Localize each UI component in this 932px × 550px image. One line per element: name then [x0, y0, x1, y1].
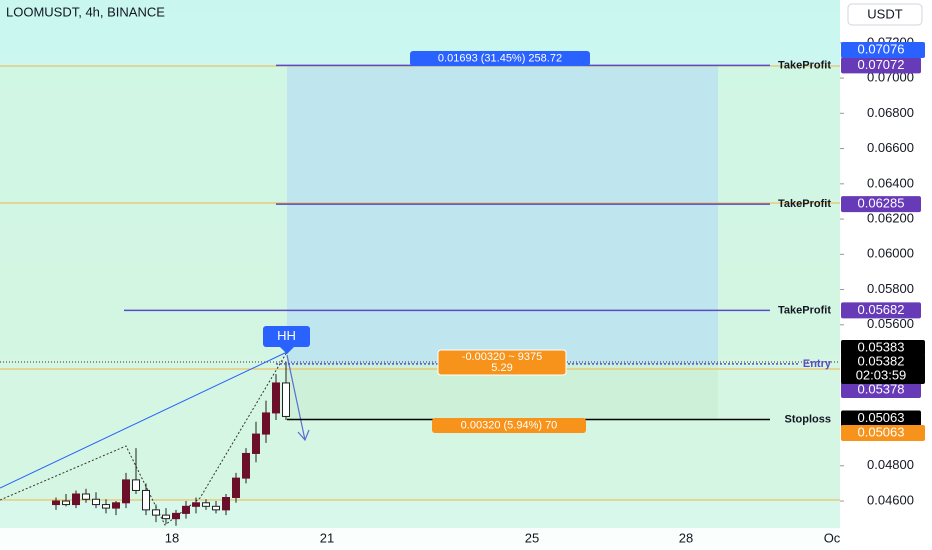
price-badge	[841, 42, 925, 58]
level-badge-text: 0.05063	[858, 410, 905, 425]
trend-line	[0, 351, 288, 489]
level-badge	[841, 302, 921, 319]
candle-body	[242, 452, 250, 479]
candle-body	[102, 504, 110, 509]
level-name: TakeProfit	[778, 304, 831, 316]
arrow-head	[297, 429, 310, 442]
x-tick-label: Oc	[824, 530, 841, 545]
candle-body	[162, 514, 170, 520]
level-name: Stoploss	[785, 413, 831, 425]
candle-body	[232, 477, 240, 499]
x-tick-label: 25	[525, 530, 539, 545]
stop-text: 0.00320 (5.94%) 70	[461, 419, 558, 431]
symbol-title: LOOMUSDT, 4h, BINANCE	[6, 4, 165, 19]
pattern-text: HH	[277, 328, 296, 343]
candle-body	[252, 433, 260, 454]
stop-label	[432, 418, 586, 433]
arrow	[286, 354, 306, 441]
candle-body	[122, 479, 130, 504]
profit-zone	[287, 66, 718, 364]
y-tick-label: 0.06800	[867, 105, 914, 120]
price-badge-text: 0.05382	[858, 353, 905, 368]
y-tick-label: 0.04600	[867, 492, 914, 507]
candle-body	[112, 502, 120, 509]
y-tick-label: 0.04800	[867, 457, 914, 472]
candle-body	[272, 382, 280, 414]
target-label	[410, 51, 590, 66]
candle-body	[222, 497, 230, 511]
candle-body	[142, 489, 150, 511]
price-badge	[841, 340, 925, 356]
pattern-label	[263, 326, 310, 347]
countdown: 02:03:59	[856, 367, 907, 382]
level-badge-text: 0.06285	[858, 196, 905, 211]
price-badge	[841, 354, 925, 384]
time-axis	[0, 528, 840, 550]
level-badge-text: 0.05378	[858, 381, 905, 396]
price-badge-text: 0.05063	[858, 424, 905, 439]
y-tick-label: 0.06400	[867, 175, 914, 190]
target-text: 0.01693 (31.45%) 258.72	[438, 52, 562, 64]
y-tick-label: 0.05600	[867, 316, 914, 331]
x-tick-label: 28	[679, 530, 693, 545]
candle-body	[92, 498, 100, 506]
level-name: TakeProfit	[778, 198, 831, 210]
candle-body	[282, 382, 290, 417]
level-badge	[841, 57, 921, 74]
level-name: TakeProfit	[778, 59, 831, 71]
candle-body	[72, 493, 80, 506]
candle-body	[192, 502, 200, 507]
currency[interactable]: USDT	[867, 6, 902, 21]
level-badge-text: 0.07072	[858, 57, 905, 72]
price-badge	[841, 425, 925, 441]
zigzag	[0, 351, 288, 526]
y-tick-label: 0.05800	[867, 281, 914, 296]
level-badge	[841, 382, 921, 398]
x-tick-label: 21	[320, 530, 334, 545]
x-tick-label: 18	[165, 530, 179, 545]
candle-body	[132, 479, 140, 491]
level-badge-text: 0.05682	[858, 302, 905, 317]
price-badge-text: 0.05383	[858, 339, 905, 354]
pattern-pointer	[280, 347, 294, 354]
currency-button[interactable]	[847, 3, 923, 26]
level-name: Entry	[803, 358, 832, 370]
price-badge-text: 0.07076	[858, 41, 905, 56]
candle-body	[82, 493, 90, 500]
candle-body	[152, 509, 160, 516]
candle-body	[172, 512, 180, 520]
entry-text: -0.00320 ~ 9375	[462, 351, 542, 363]
candle-body	[52, 500, 60, 506]
entry-text: 5.29	[491, 362, 512, 374]
entry-label	[437, 349, 567, 376]
y-tick-label: 0.06200	[867, 210, 914, 225]
level-badge	[841, 410, 921, 427]
price-axis	[840, 0, 932, 550]
candle-body	[262, 412, 270, 435]
candle-body	[212, 505, 220, 511]
level-badge	[841, 196, 921, 213]
candle-body	[202, 502, 210, 507]
candle-body	[62, 500, 70, 506]
y-tick-label: 0.06600	[867, 140, 914, 155]
candle-body	[182, 505, 190, 514]
y-tick-label: 0.06000	[867, 246, 914, 261]
